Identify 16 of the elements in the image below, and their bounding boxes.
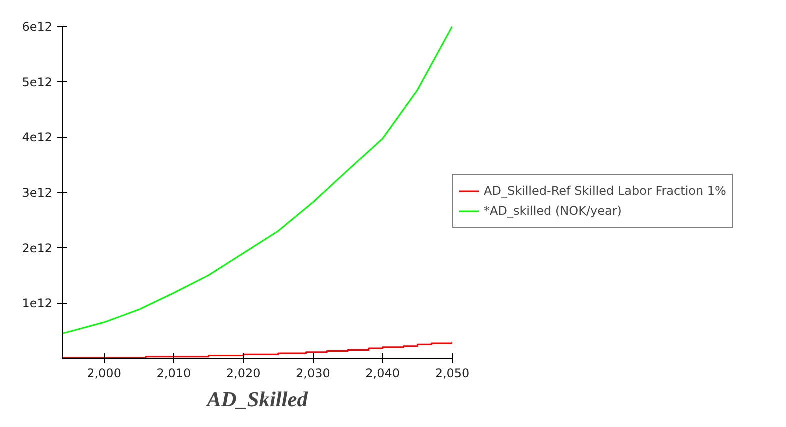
y-tick-label: 4e12 — [22, 130, 53, 145]
x-tick-label: 2,010 — [156, 366, 192, 380]
line-series — [62, 26, 452, 334]
y-tick-label: 6e12 — [22, 20, 53, 34]
y-tick-label: 5e12 — [22, 75, 53, 90]
y-tick-label: 1e12 — [22, 296, 53, 311]
y-tick-label: 2e12 — [22, 241, 53, 256]
x-tick-label: 2,030 — [296, 366, 330, 380]
x-tick-label: 2,020 — [226, 366, 261, 380]
x-tick-label: 2,000 — [87, 366, 122, 380]
y-tick-label: 3e12 — [22, 186, 53, 200]
legend-label: AD_Skilled-Ref Skilled Labor Fraction 1% — [484, 184, 726, 198]
x-tick-label: 2,050 — [435, 366, 470, 380]
legend-label: *AD_skilled (NOK/year) — [484, 204, 622, 218]
x-tick-label: 2,040 — [366, 366, 400, 380]
text: AD_Skilled — [205, 388, 308, 412]
